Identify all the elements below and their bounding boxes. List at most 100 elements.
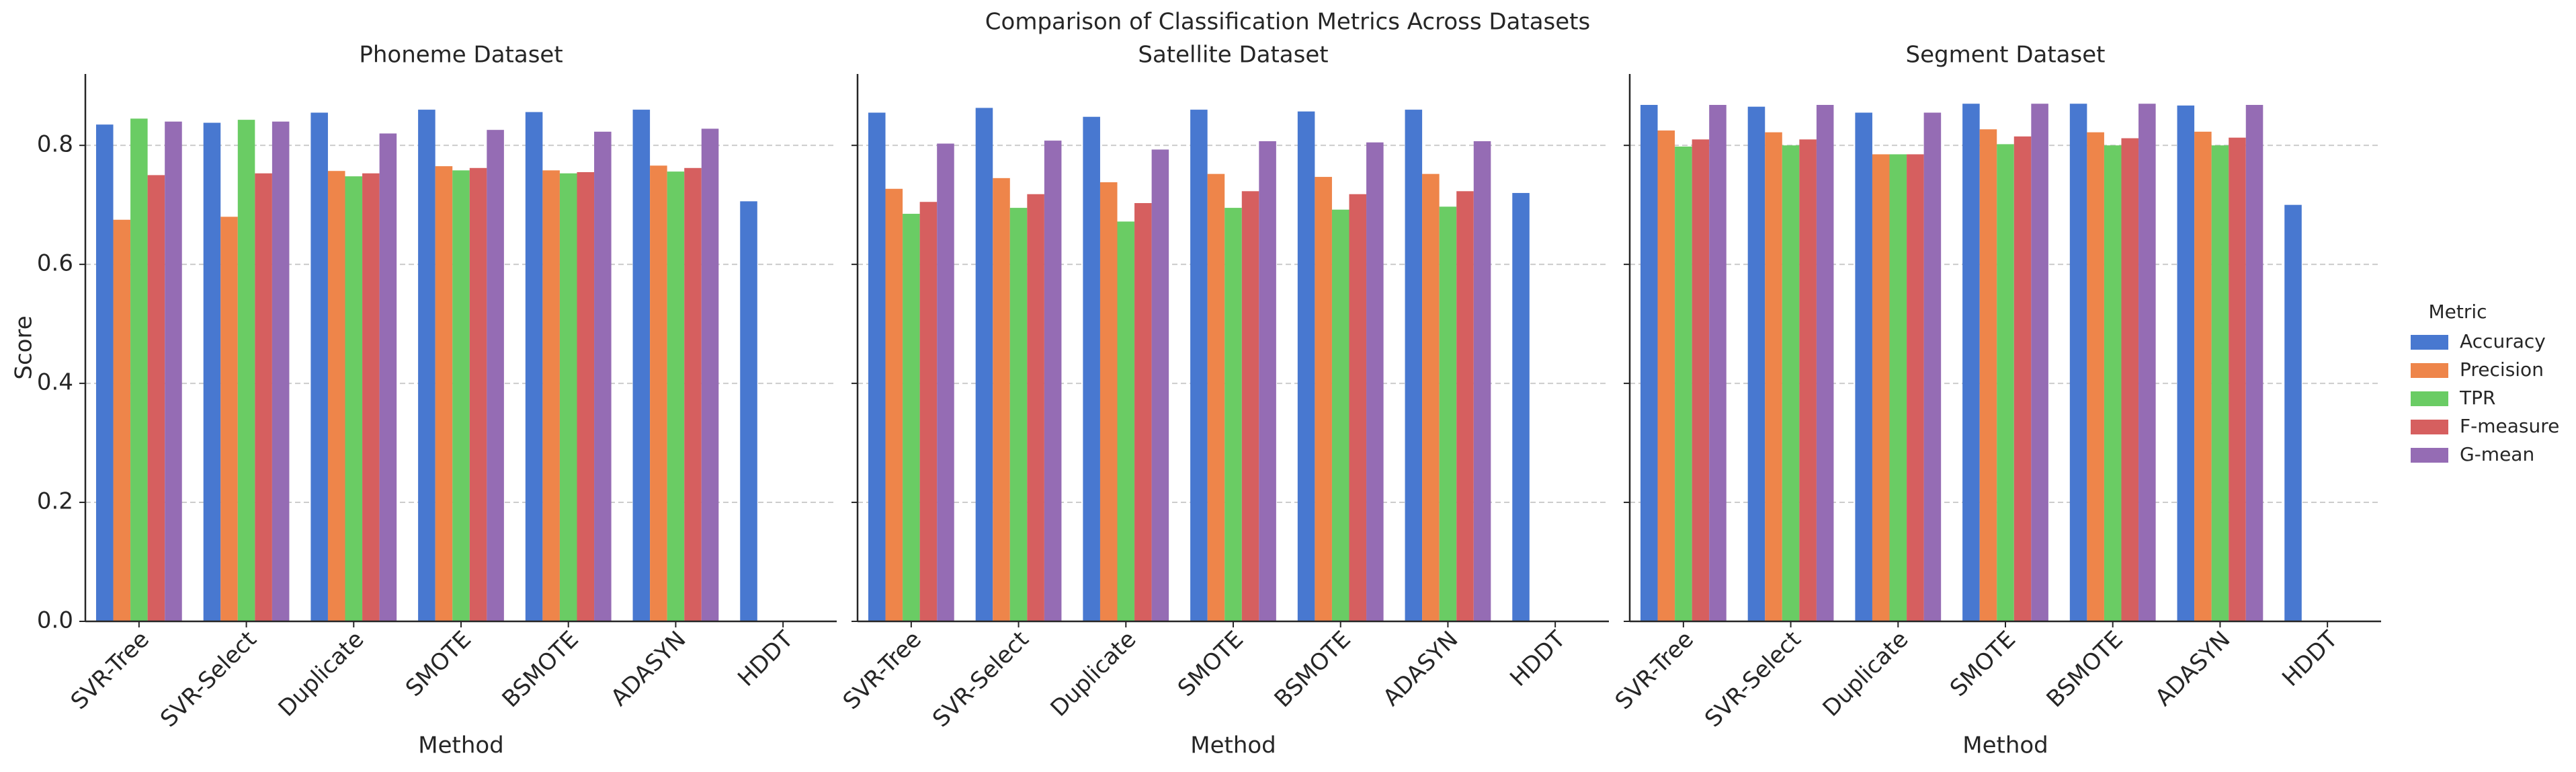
bar xyxy=(1473,141,1491,621)
bar xyxy=(1962,104,1980,621)
figure-title: Comparison of Classification Metrics Acr… xyxy=(985,9,1590,36)
x-tick-label: SVR-Select xyxy=(1700,626,1806,733)
legend-swatch xyxy=(2411,448,2448,463)
x-tick-label: Duplicate xyxy=(1818,626,1914,722)
legend-title: Metric xyxy=(2428,301,2487,323)
legend-label: TPR xyxy=(2459,387,2495,409)
bar xyxy=(379,133,397,621)
bar xyxy=(1512,192,1530,621)
bar xyxy=(1709,105,1727,622)
x-tick-label: ADASYN xyxy=(1378,626,1463,711)
y-axis-label: Score xyxy=(11,315,38,379)
bar xyxy=(1855,112,1872,621)
bar xyxy=(919,202,938,621)
bar xyxy=(310,112,328,621)
bar xyxy=(1117,221,1135,621)
legend-label: F-measure xyxy=(2460,415,2559,437)
y-tick-label: 0.6 xyxy=(37,250,73,277)
bar xyxy=(701,128,719,621)
bar xyxy=(2138,104,2156,621)
legend-swatch xyxy=(2411,363,2448,378)
bar xyxy=(937,143,954,622)
bar xyxy=(1151,149,1169,622)
bar xyxy=(2087,132,2104,622)
bar xyxy=(203,122,221,621)
x-tick-label: ADASYN xyxy=(606,626,691,711)
bar xyxy=(1747,106,1765,622)
bar xyxy=(1405,110,1423,621)
x-axis-label: Method xyxy=(1190,732,1276,759)
bar xyxy=(1907,154,1924,621)
bar xyxy=(594,131,612,621)
x-tick-label: SVR-Tree xyxy=(838,626,927,715)
bar xyxy=(1366,142,1384,621)
x-tick-label: HDDT xyxy=(733,626,798,692)
legend-label: G-mean xyxy=(2460,443,2534,465)
x-tick-label: HDDT xyxy=(1505,626,1571,692)
bar xyxy=(452,170,470,621)
bar xyxy=(272,121,290,622)
legend-swatch xyxy=(2411,391,2448,406)
x-tick-label: SMOTE xyxy=(1945,626,2021,702)
bar xyxy=(1315,177,1332,621)
y-tick-label: 0.8 xyxy=(37,131,73,158)
bar xyxy=(2121,138,2139,621)
bar xyxy=(1872,154,1890,621)
bar xyxy=(740,201,757,621)
x-tick-label: Duplicate xyxy=(274,626,370,722)
bar xyxy=(2211,145,2229,621)
bar xyxy=(1259,141,1276,621)
bar xyxy=(1923,112,1942,621)
bar xyxy=(684,167,702,621)
bar xyxy=(577,171,595,621)
bar xyxy=(525,112,543,621)
subplot-title: Satellite Dataset xyxy=(1138,42,1328,69)
x-tick-label: SVR-Tree xyxy=(66,626,155,715)
x-tick-label: SVR-Select xyxy=(155,626,262,733)
legend-label: Accuracy xyxy=(2460,330,2546,352)
bar xyxy=(2194,131,2212,621)
bar xyxy=(1799,139,1817,622)
bar xyxy=(1297,111,1315,621)
x-axis-label: Method xyxy=(1962,732,2048,759)
bar xyxy=(2245,105,2263,622)
bar xyxy=(2284,204,2302,621)
x-tick-label: SVR-Select xyxy=(927,626,1034,733)
bar xyxy=(1640,105,1658,622)
bar xyxy=(435,166,453,622)
bar xyxy=(2177,105,2195,621)
bar xyxy=(559,173,577,622)
bar xyxy=(542,170,560,621)
bar xyxy=(1134,202,1152,622)
y-tick-label: 0.0 xyxy=(37,607,73,634)
bar xyxy=(1997,144,2014,621)
bar xyxy=(1422,173,1440,622)
x-tick-label: SMOTE xyxy=(401,626,476,702)
bar xyxy=(2013,136,2032,622)
bar xyxy=(95,124,114,621)
bar xyxy=(1027,194,1044,621)
bar xyxy=(327,171,345,622)
bar xyxy=(418,110,435,621)
bar xyxy=(667,171,685,621)
legend-swatch xyxy=(2411,420,2448,434)
bar xyxy=(1009,208,1028,622)
bar xyxy=(1456,191,1474,621)
x-tick-label: SVR-Tree xyxy=(1610,626,1699,715)
bar xyxy=(1083,116,1100,621)
bar xyxy=(1349,194,1367,621)
bar xyxy=(2069,104,2087,621)
bar xyxy=(1692,139,1710,622)
subplot-title: Phoneme Dataset xyxy=(359,42,563,69)
bar xyxy=(1675,146,1692,621)
bar xyxy=(1224,208,1242,622)
bar xyxy=(469,167,487,621)
legend-label: Precision xyxy=(2460,358,2544,381)
bar xyxy=(130,118,148,621)
x-tick-label: SMOTE xyxy=(1173,626,1249,702)
bar xyxy=(993,178,1010,622)
bar xyxy=(632,110,651,621)
bar xyxy=(1331,209,1349,621)
